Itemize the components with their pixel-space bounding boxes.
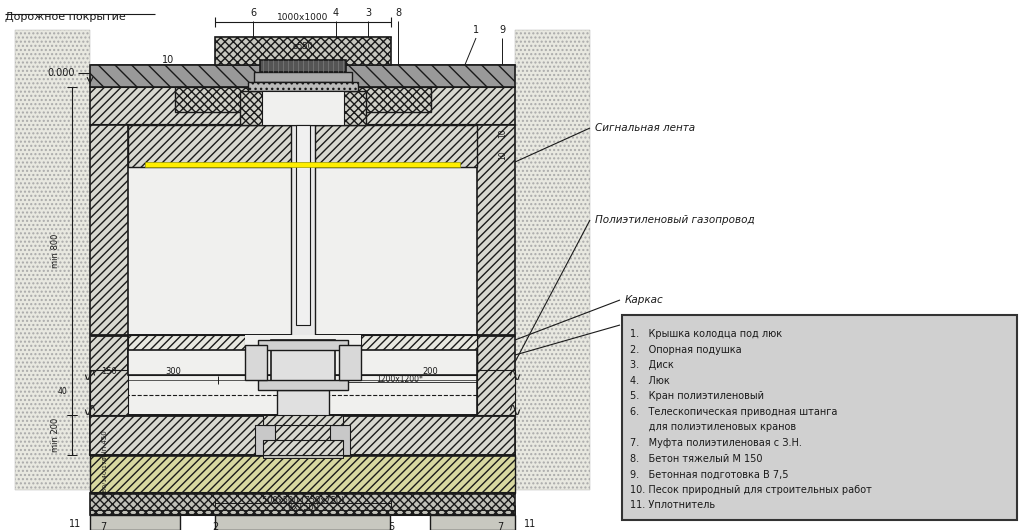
Bar: [339, 345, 361, 380]
Bar: [90, 455, 515, 493]
Text: 11. Уплотнитель: 11. Уплотнитель: [630, 500, 715, 510]
Text: 10: 10: [498, 150, 507, 160]
Bar: [515, 30, 590, 490]
Text: 9: 9: [499, 25, 505, 35]
Bar: [255, 425, 275, 455]
Bar: [15, 30, 90, 490]
Text: 1.   Крышка колодца под люк: 1. Крышка колодца под люк: [630, 329, 782, 339]
Text: н: н: [300, 416, 306, 425]
Text: 7: 7: [100, 522, 106, 530]
Bar: [90, 370, 128, 415]
Text: 4.   Люк: 4. Люк: [630, 376, 670, 386]
Text: 11: 11: [524, 519, 537, 529]
Bar: [128, 335, 245, 370]
Bar: [145, 162, 460, 167]
Text: ø180: ø180: [294, 378, 312, 387]
Text: (180/140/170): (180/140/170): [102, 453, 108, 497]
Text: 300: 300: [165, 367, 181, 376]
Text: 10. Песок природный для строительных работ: 10. Песок природный для строительных раб…: [630, 485, 871, 495]
Bar: [90, 493, 515, 515]
Text: 3: 3: [365, 8, 371, 18]
Bar: [262, 91, 344, 125]
Text: min 800: min 800: [50, 234, 59, 268]
Bar: [258, 340, 348, 350]
Bar: [128, 350, 477, 375]
Text: для полиэтиленовых кранов: для полиэтиленовых кранов: [630, 422, 796, 432]
Text: 8: 8: [395, 8, 401, 18]
Bar: [477, 370, 515, 415]
Text: 7: 7: [497, 522, 503, 530]
Bar: [245, 345, 267, 380]
Text: 9.   Бетонная подготовка В 7,5: 9. Бетонная подготовка В 7,5: [630, 469, 788, 479]
Text: 7.   Муфта полиэтиленовая с З.Н.: 7. Муфта полиэтиленовая с З.Н.: [630, 438, 802, 448]
Bar: [263, 415, 343, 425]
Bar: [128, 335, 477, 370]
Bar: [263, 453, 343, 458]
Bar: [90, 87, 515, 125]
Text: Сигнальная лента: Сигнальная лента: [595, 123, 695, 133]
Bar: [90, 125, 128, 455]
Text: 5: 5: [388, 522, 394, 530]
Text: H: H: [299, 265, 306, 275]
Text: 4: 4: [333, 8, 339, 18]
Text: Дорожное покрытие: Дорожное покрытие: [5, 12, 126, 22]
Bar: [240, 91, 366, 125]
Bar: [477, 125, 515, 455]
Bar: [90, 515, 180, 530]
Bar: [245, 335, 361, 370]
Bar: [330, 425, 350, 455]
Text: 10: 10: [498, 128, 507, 138]
Text: 0.000: 0.000: [47, 68, 75, 78]
Bar: [254, 72, 352, 82]
Text: 1 м: 1 м: [248, 367, 262, 376]
Text: 1000х1000: 1000х1000: [278, 13, 329, 22]
Bar: [296, 125, 310, 325]
Text: 40: 40: [57, 387, 67, 396]
Bar: [128, 125, 477, 167]
Text: 500х500 (750х750): 500х500 (750х750): [262, 496, 344, 505]
Bar: [278, 390, 329, 420]
Bar: [215, 515, 390, 530]
Bar: [430, 515, 515, 530]
Text: 11: 11: [69, 519, 81, 529]
Bar: [260, 60, 346, 72]
Bar: [622, 315, 1017, 520]
Bar: [175, 87, 431, 112]
Bar: [258, 380, 348, 390]
Bar: [263, 440, 343, 455]
Text: 8.   Бетон тяжелый М 150: 8. Бетон тяжелый М 150: [630, 454, 763, 464]
Text: 150: 150: [101, 367, 117, 376]
Bar: [271, 340, 335, 390]
Bar: [248, 82, 358, 91]
Bar: [215, 37, 391, 65]
Text: 1: 1: [473, 25, 479, 35]
Bar: [90, 65, 515, 87]
Text: 5.   Кран полиэтиленовый: 5. Кран полиэтиленовый: [630, 391, 764, 401]
Text: 200: 200: [422, 367, 438, 376]
Text: 6.   Телескопическая приводная штанга: 6. Телескопическая приводная штанга: [630, 407, 838, 417]
Bar: [90, 415, 515, 455]
Text: min 450: min 450: [102, 430, 108, 460]
Bar: [128, 125, 477, 415]
Text: (изношенный стальной газопровод): (изношенный стальной газопровод): [625, 320, 823, 330]
Text: Полиэтиленовый газопровод: Полиэтиленовый газопровод: [595, 215, 755, 225]
Text: Каркас: Каркас: [625, 295, 664, 305]
Text: Кх1500: Кх1500: [287, 502, 319, 511]
Text: 2: 2: [212, 522, 218, 530]
Text: min 200: min 200: [50, 418, 59, 452]
Text: ø550: ø550: [293, 41, 313, 50]
Text: 3.   Диск: 3. Диск: [630, 360, 674, 370]
Bar: [361, 335, 477, 370]
Text: 2.   Опорная подушка: 2. Опорная подушка: [630, 344, 741, 355]
Text: 1200х1200*: 1200х1200*: [377, 375, 424, 384]
Text: 6: 6: [250, 8, 256, 18]
Text: 10: 10: [162, 55, 174, 65]
Bar: [291, 125, 315, 370]
